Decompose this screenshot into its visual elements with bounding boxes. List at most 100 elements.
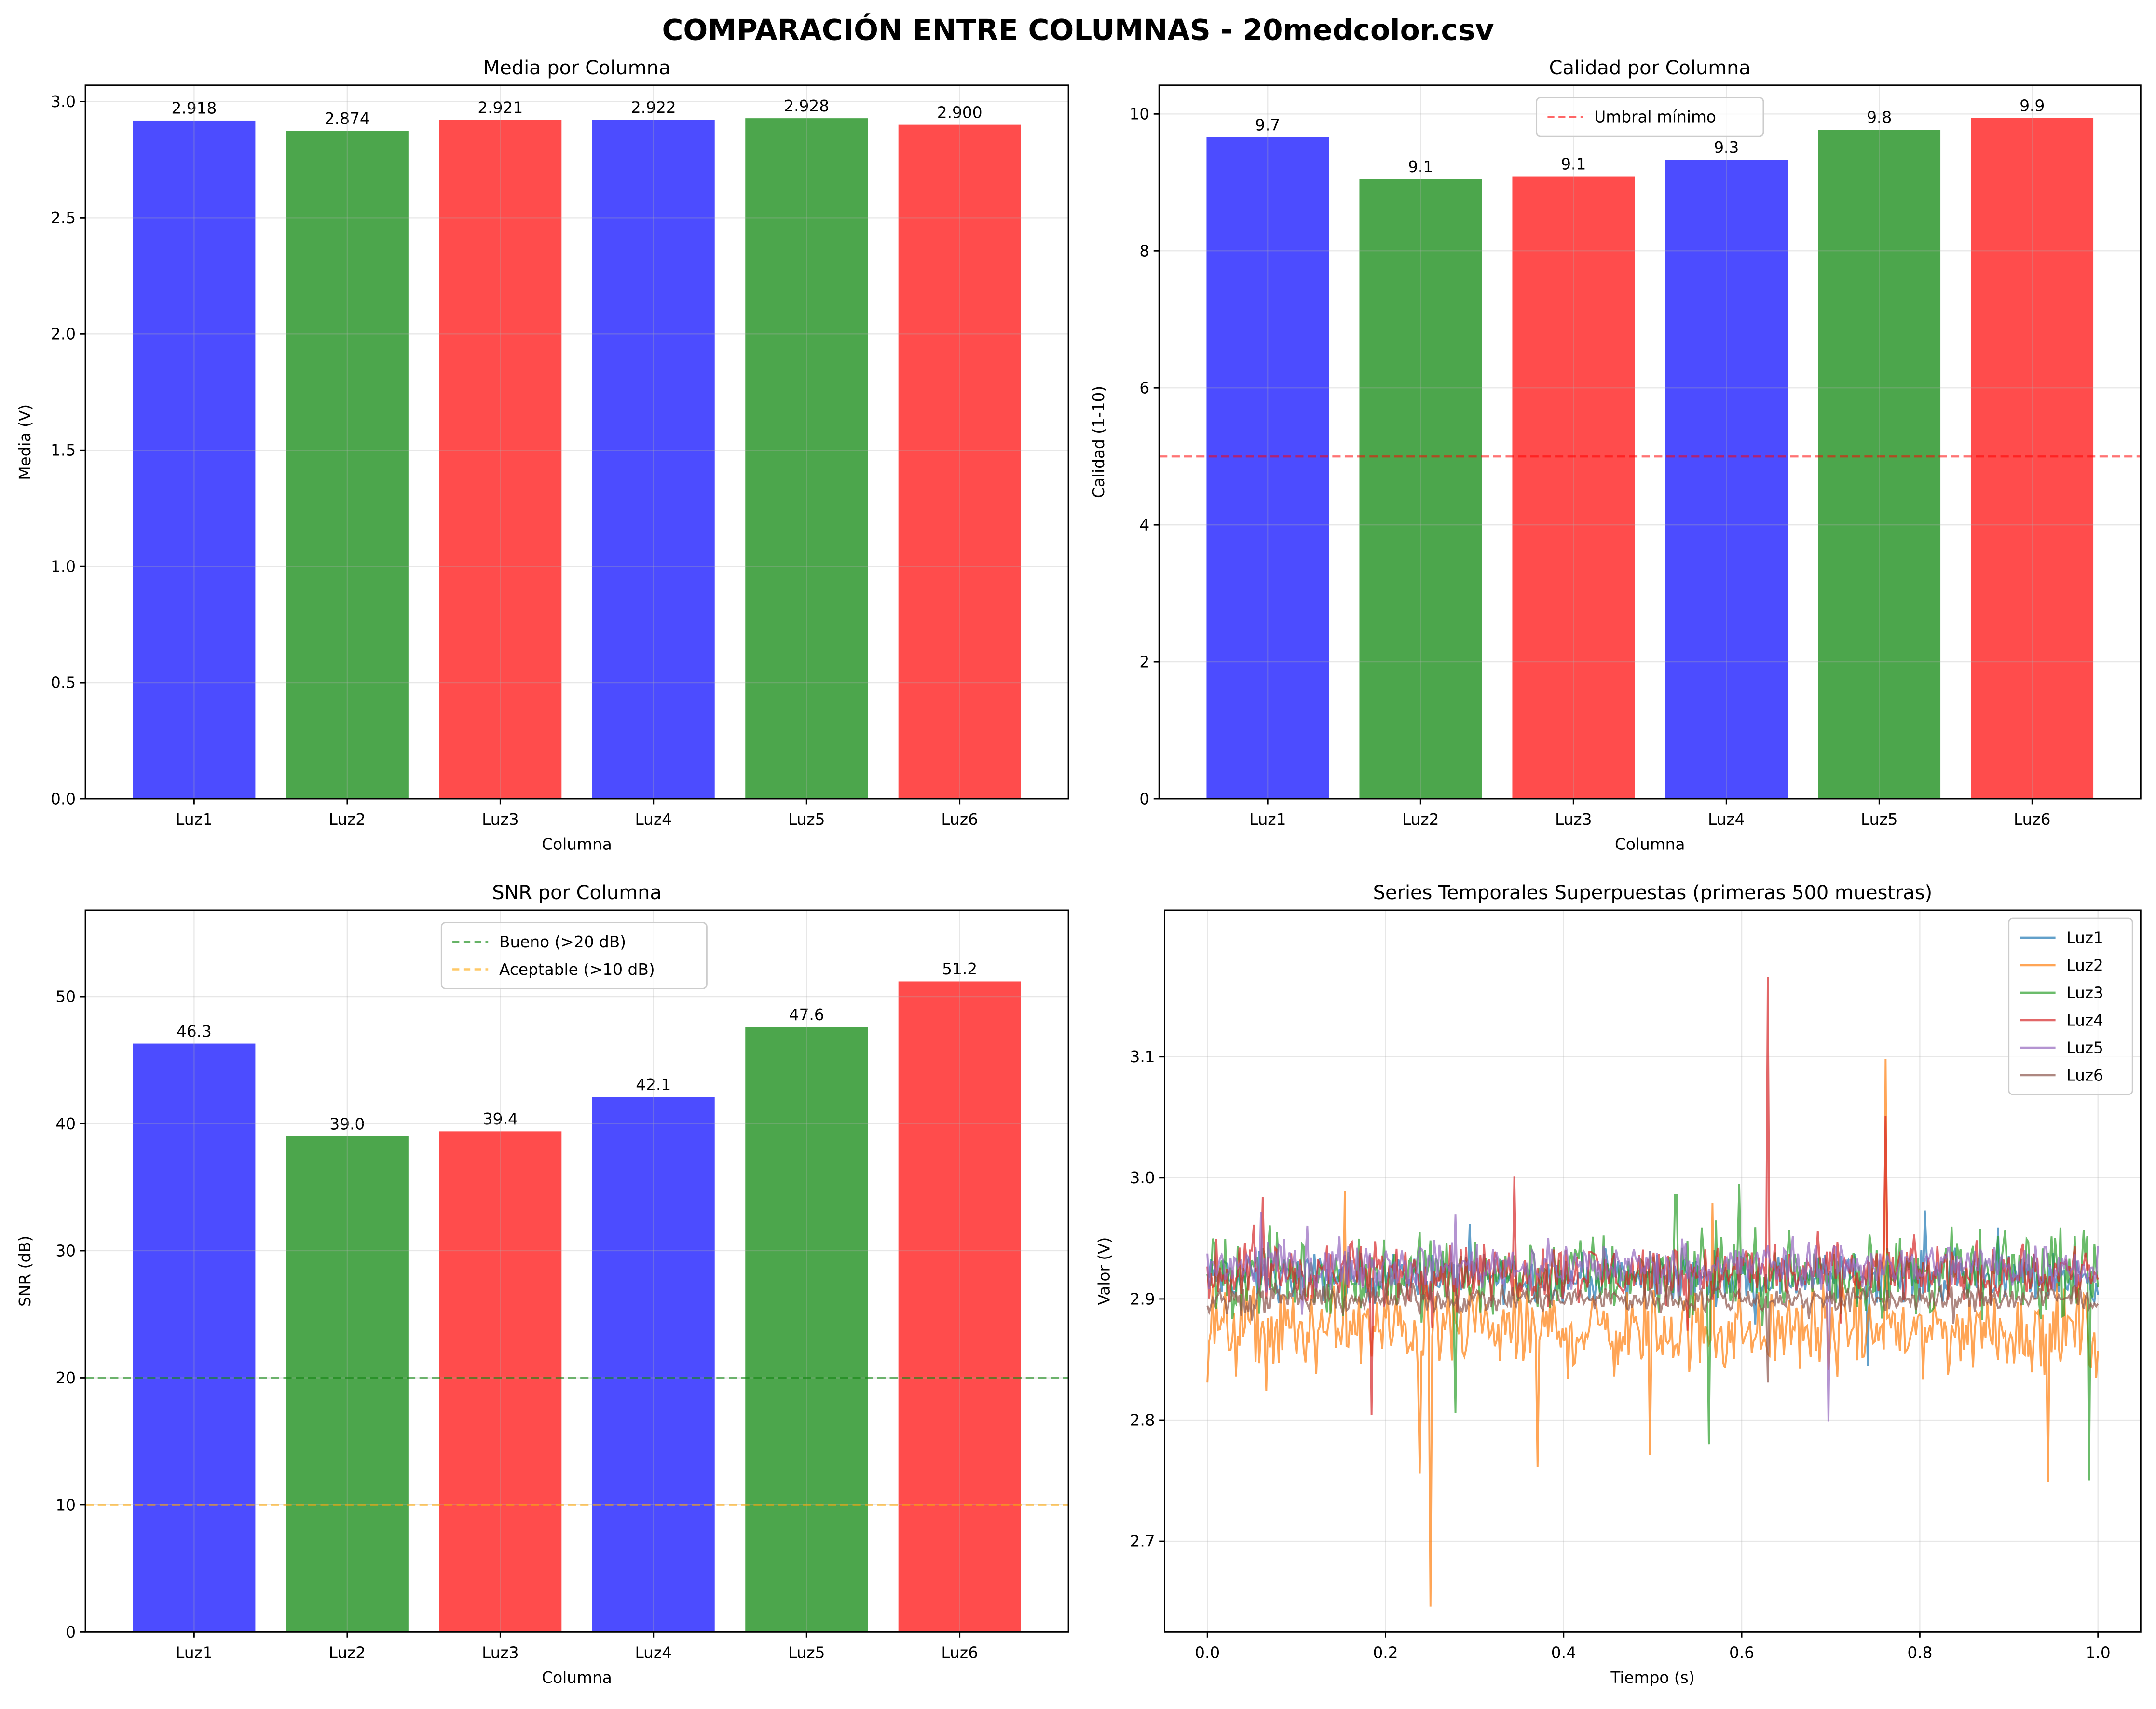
y-tick-label: 10: [1130, 105, 1150, 123]
bar-luz4: [1665, 160, 1788, 799]
x-tick-label: Luz3: [1555, 810, 1592, 829]
chart-media: 2.918 2.874 2.921 2.922 2.928 2.900 Luz1 Luz2 Lu…: [16, 57, 1069, 854]
chart-title: SNR por Columna: [492, 882, 662, 904]
bar-luz4: [592, 1097, 715, 1632]
x-tick-label: 0.4: [1551, 1644, 1576, 1662]
legend-label: Umbral mínimo: [1594, 108, 1716, 126]
bar-luz5: [1818, 130, 1941, 799]
legend-box: [440, 922, 708, 989]
axes-frame: [1164, 909, 2142, 1633]
legend-label: Aceptable (>10 dB): [499, 960, 655, 979]
y-tick-label: 0: [66, 1623, 76, 1641]
y-tick-label: 3.0: [51, 93, 76, 111]
bar-luz6: [898, 124, 1021, 799]
x-tick-label: Luz6: [2014, 810, 2051, 829]
bar-luz5: [745, 118, 868, 799]
x-tick-label: Luz3: [482, 1644, 519, 1662]
x-tick-label: Luz1: [176, 1644, 212, 1662]
x-tick-label: Luz6: [941, 1644, 978, 1662]
y-tick-label: 30: [55, 1242, 76, 1260]
y-tick-label: 6: [1139, 379, 1149, 397]
data-label: 9.3: [1714, 138, 1739, 157]
y-tick-label: 1.5: [51, 441, 76, 460]
bar-luz3: [439, 1131, 562, 1632]
x-tick-label: Luz2: [329, 810, 366, 829]
data-label: 2.928: [784, 97, 829, 115]
y-tick-label: 2.8: [1130, 1411, 1155, 1429]
legend-label: Bueno (>20 dB): [499, 933, 626, 951]
x-tick-label: Luz5: [788, 810, 825, 829]
chart-series: 0.0 0.2 0.4 0.6 0.8 1.0 2.7 2.8 2.9 3.0 3.1 Series …: [1095, 882, 2142, 1687]
bar-luz2: [286, 1136, 409, 1632]
data-label: 42.1: [636, 1076, 671, 1094]
y-tick-label: 2.5: [51, 209, 76, 227]
y-tick-label: 3.0: [1130, 1169, 1155, 1187]
y-axis-label: Media (V): [16, 404, 34, 480]
x-tick-label: 0.8: [1907, 1644, 1932, 1662]
x-tick-label: Luz2: [329, 1644, 366, 1662]
chart-title: Media por Columna: [483, 57, 671, 79]
x-tick-label: Luz1: [176, 810, 212, 829]
bar-luz4: [592, 120, 715, 799]
x-tick-label: Luz1: [1249, 810, 1286, 829]
y-tick-label: 8: [1139, 242, 1149, 260]
data-label: 2.922: [631, 98, 676, 117]
x-axis-label: Columna: [1615, 835, 1685, 854]
y-tick-label: 0.5: [51, 674, 76, 692]
x-axis-label: Tiempo (s): [1610, 1668, 1694, 1687]
bar-luz1: [133, 1043, 256, 1632]
bar-luz1: [1206, 137, 1329, 799]
data-label: 2.921: [478, 98, 523, 117]
axes-frame: [84, 84, 1069, 800]
bar-luz2: [1359, 179, 1482, 799]
y-axis-label: Valor (V): [1095, 1237, 1114, 1305]
y-tick-label: 2.0: [51, 325, 76, 343]
y-tick-label: 0.0: [51, 790, 76, 808]
x-tick-label: Luz5: [788, 1644, 825, 1662]
x-tick-label: Luz5: [1861, 810, 1898, 829]
chart-snr: 46.3 39.0 39.4 42.1 47.6 51.2 Luz1 Luz2 Luz3 Luz4…: [16, 882, 1069, 1687]
chart-title: Calidad por Columna: [1549, 57, 1751, 79]
x-tick-label: Luz6: [941, 810, 978, 829]
data-label: 2.918: [172, 99, 217, 118]
series-line-luz6: [1206, 1282, 2099, 1383]
x-tick-label: 1.0: [2086, 1644, 2111, 1662]
y-tick-label: 50: [55, 987, 76, 1006]
y-tick-label: 2: [1139, 653, 1149, 671]
y-tick-label: 4: [1139, 516, 1149, 534]
data-label: 2.900: [937, 103, 982, 122]
x-tick-label: 0.6: [1729, 1644, 1754, 1662]
x-tick-label: 0.0: [1195, 1644, 1220, 1662]
x-tick-label: 0.2: [1373, 1644, 1398, 1662]
y-tick-label: 0: [1139, 790, 1149, 808]
x-tick-label: Luz4: [635, 1644, 672, 1662]
chart-calidad: 9.7 9.1 9.1 9.3 9.8 9.9 Luz1 Luz2 Luz3 Luz4 Luz5 Lu…: [1090, 57, 2142, 854]
bar-luz5: [745, 1027, 868, 1632]
y-tick-label: 40: [55, 1115, 76, 1133]
suptitle: COMPARACIÓN ENTRE COLUMNAS - 20medcolor.…: [662, 13, 1494, 47]
axes-frame: [84, 909, 1069, 1633]
legend-label: Luz1: [2066, 929, 2103, 947]
data-label: 9.7: [1255, 116, 1280, 134]
y-tick-label: 20: [55, 1369, 76, 1387]
series-line-luz5: [1206, 1212, 2099, 1422]
bar-luz6: [898, 981, 1021, 1632]
bar-luz6: [1971, 118, 2094, 799]
legend-box: [1536, 96, 1764, 137]
bar-luz3: [1512, 176, 1635, 799]
data-label: 46.3: [177, 1022, 212, 1040]
bar-luz1: [133, 120, 256, 799]
chart-title: Series Temporales Superpuestas (primeras…: [1373, 882, 1933, 904]
y-tick-label: 2.7: [1130, 1532, 1155, 1550]
data-label: 2.874: [325, 109, 370, 128]
data-label: 51.2: [942, 960, 977, 978]
data-label: 9.1: [1408, 158, 1433, 176]
x-axis-label: Columna: [542, 835, 612, 854]
legend-label: Luz4: [2066, 1011, 2103, 1029]
data-label: 9.9: [2020, 97, 2045, 115]
legend-label: Luz5: [2066, 1039, 2103, 1057]
axes-frame: [1158, 84, 2142, 800]
x-tick-label: Luz4: [635, 810, 672, 829]
legend-box: [2008, 917, 2133, 1095]
